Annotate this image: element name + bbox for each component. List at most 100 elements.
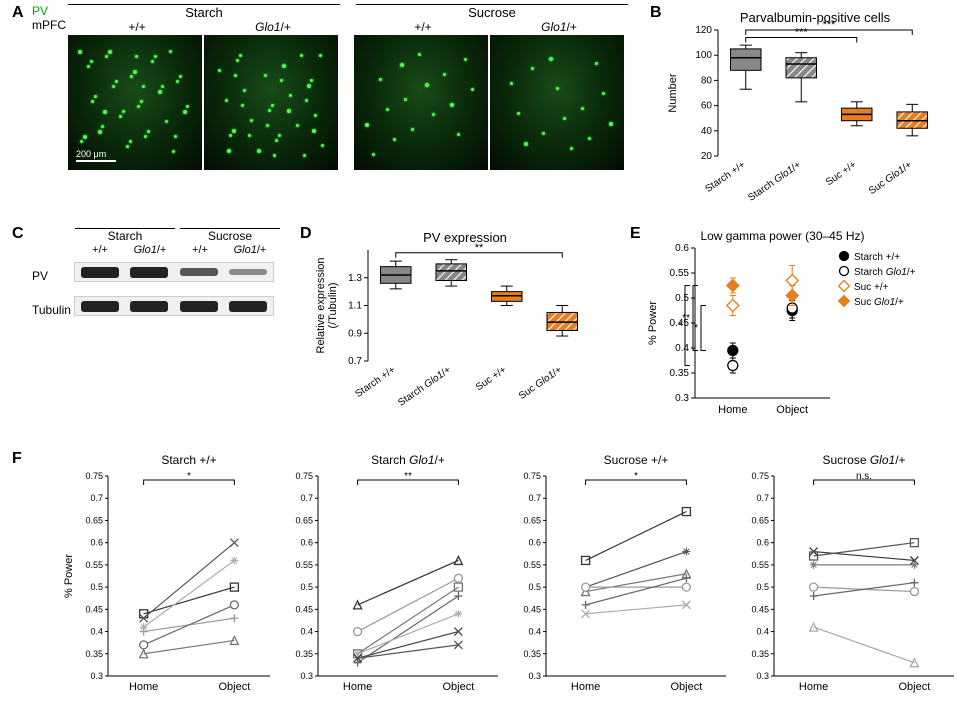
c-cond-sucrose: Sucrose xyxy=(180,228,280,243)
blot-block: PV Tubulin xyxy=(32,262,274,324)
blot-pv-label: PV xyxy=(32,269,74,283)
svg-text:20: 20 xyxy=(701,151,713,162)
svg-text:0.7: 0.7 xyxy=(300,493,313,503)
svg-text:0.5: 0.5 xyxy=(90,582,103,592)
svg-text:0.6: 0.6 xyxy=(756,538,769,548)
svg-text:80: 80 xyxy=(701,75,713,86)
cond-starch: Starch xyxy=(68,4,340,20)
svg-text:0.3: 0.3 xyxy=(300,671,313,681)
svg-text:0.4: 0.4 xyxy=(90,627,103,637)
svg-text:Object: Object xyxy=(218,681,250,693)
svg-text:0.55: 0.55 xyxy=(85,560,103,570)
svg-text:Starch +/+: Starch +/+ xyxy=(854,252,900,263)
svg-text:Home: Home xyxy=(799,681,828,693)
panel-b-chart: Parvalbumin-positive cells20406080100120… xyxy=(660,8,950,218)
svg-text:0.6: 0.6 xyxy=(300,538,313,548)
svg-text:Object: Object xyxy=(899,681,931,693)
panel-f-label: F xyxy=(12,450,22,468)
svg-text:Object: Object xyxy=(443,681,475,693)
svg-text:0.4: 0.4 xyxy=(300,627,313,637)
panel-d-chart: PV expression 0.7 0.9 1.1 1.3 Relative expres… xyxy=(310,228,600,423)
svg-text:0.35: 0.35 xyxy=(523,649,541,659)
svg-text:n.s.: n.s. xyxy=(856,471,872,482)
svg-text:0.55: 0.55 xyxy=(523,560,541,570)
svg-text:Sucrose Glo1/+: Sucrose Glo1/+ xyxy=(822,453,905,467)
svg-text:**: ** xyxy=(475,242,484,254)
svg-text:0.9: 0.9 xyxy=(348,328,362,339)
svg-text:0.75: 0.75 xyxy=(523,471,541,481)
svg-text:**: ** xyxy=(682,313,690,324)
svg-text:***: *** xyxy=(795,27,809,39)
svg-text:0.5: 0.5 xyxy=(675,293,689,304)
svg-text:Starch Glo1/+: Starch Glo1/+ xyxy=(854,267,916,278)
mpfc-text: mPFC xyxy=(32,18,66,32)
svg-text:0.7: 0.7 xyxy=(348,356,362,367)
svg-text:Home: Home xyxy=(129,681,158,693)
panel-a-label: A xyxy=(12,4,24,22)
svg-text:1.1: 1.1 xyxy=(348,301,362,312)
c-cond-starch: Starch xyxy=(75,228,175,243)
svg-text:0.65: 0.65 xyxy=(295,515,313,525)
svg-text:0.7: 0.7 xyxy=(756,493,769,503)
svg-text:Relative expression: Relative expression xyxy=(315,258,327,354)
svg-text:Object: Object xyxy=(776,404,808,416)
svg-text:0.75: 0.75 xyxy=(751,471,769,481)
svg-text:0.45: 0.45 xyxy=(295,604,313,614)
svg-text:*: * xyxy=(634,471,638,482)
svg-text:0.7: 0.7 xyxy=(528,493,541,503)
svg-text:Suc Glo1/+: Suc Glo1/+ xyxy=(854,297,904,308)
svg-text:0.35: 0.35 xyxy=(295,649,313,659)
svg-text:100: 100 xyxy=(695,50,712,61)
svg-text:Object: Object xyxy=(671,681,703,693)
svg-text:Low gamma power (30–45 Hz): Low gamma power (30–45 Hz) xyxy=(700,229,864,243)
svg-text:0.35: 0.35 xyxy=(670,368,690,379)
svg-text:% Power: % Power xyxy=(63,554,75,598)
svg-text:Home: Home xyxy=(571,681,600,693)
svg-text:0.65: 0.65 xyxy=(85,515,103,525)
svg-text:*: * xyxy=(187,471,191,482)
svg-text:0.45: 0.45 xyxy=(523,604,541,614)
svg-text:PV expression: PV expression xyxy=(423,230,507,245)
svg-text:Parvalbumin-positive cells: Parvalbumin-positive cells xyxy=(740,10,891,25)
svg-text:*: * xyxy=(694,323,698,334)
svg-text:Starch Glo1/+: Starch Glo1/+ xyxy=(371,453,445,467)
svg-text:0.4: 0.4 xyxy=(528,627,541,637)
svg-text:0.3: 0.3 xyxy=(675,393,689,404)
svg-text:0.3: 0.3 xyxy=(756,671,769,681)
pv-text: PV xyxy=(32,4,66,18)
svg-text:Suc +/+: Suc +/+ xyxy=(824,159,859,188)
svg-text:0.45: 0.45 xyxy=(85,604,103,614)
svg-text:0.65: 0.65 xyxy=(751,515,769,525)
blot-tub-row xyxy=(74,296,274,316)
svg-text:0.3: 0.3 xyxy=(90,671,103,681)
svg-text:60: 60 xyxy=(701,101,713,112)
svg-text:40: 40 xyxy=(701,126,713,137)
svg-text:Starch +/+: Starch +/+ xyxy=(703,159,747,195)
panel-e-chart: Low gamma power (30–45 Hz)0.30.350.40.45… xyxy=(640,228,950,423)
svg-text:0.6: 0.6 xyxy=(528,538,541,548)
svg-text:***: *** xyxy=(823,19,837,31)
genotype-row: +/+Glo1/++/+Glo1/+ xyxy=(68,20,626,34)
svg-text:0.35: 0.35 xyxy=(751,649,769,659)
svg-text:1.3: 1.3 xyxy=(348,273,362,284)
svg-text:0.4: 0.4 xyxy=(756,627,769,637)
svg-text:0.6: 0.6 xyxy=(90,538,103,548)
svg-text:Suc +/+: Suc +/+ xyxy=(474,364,509,393)
panel-f-row: Starch +/+0.30.350.40.450.50.550.60.650.… xyxy=(60,450,957,700)
pv-mpfc-labels: PV mPFC xyxy=(32,4,66,32)
svg-text:Home: Home xyxy=(343,681,372,693)
svg-text:0.55: 0.55 xyxy=(670,268,690,279)
cond-sucrose: Sucrose xyxy=(356,4,628,20)
svg-text:Suc Glo1/+: Suc Glo1/+ xyxy=(517,364,564,402)
svg-text:0.3: 0.3 xyxy=(528,671,541,681)
svg-text:0.75: 0.75 xyxy=(295,471,313,481)
svg-text:0.45: 0.45 xyxy=(751,604,769,614)
svg-text:Starch Glo1/+: Starch Glo1/+ xyxy=(746,159,803,203)
svg-text:0.7: 0.7 xyxy=(90,493,103,503)
svg-text:Suc +/+: Suc +/+ xyxy=(854,282,889,293)
svg-text:Suc Glo1/+: Suc Glo1/+ xyxy=(867,159,914,197)
panel-c-label: C xyxy=(12,225,24,243)
svg-text:0.4: 0.4 xyxy=(675,343,689,354)
micrograph-row: 200 μm xyxy=(68,35,624,170)
svg-text:0.5: 0.5 xyxy=(528,582,541,592)
